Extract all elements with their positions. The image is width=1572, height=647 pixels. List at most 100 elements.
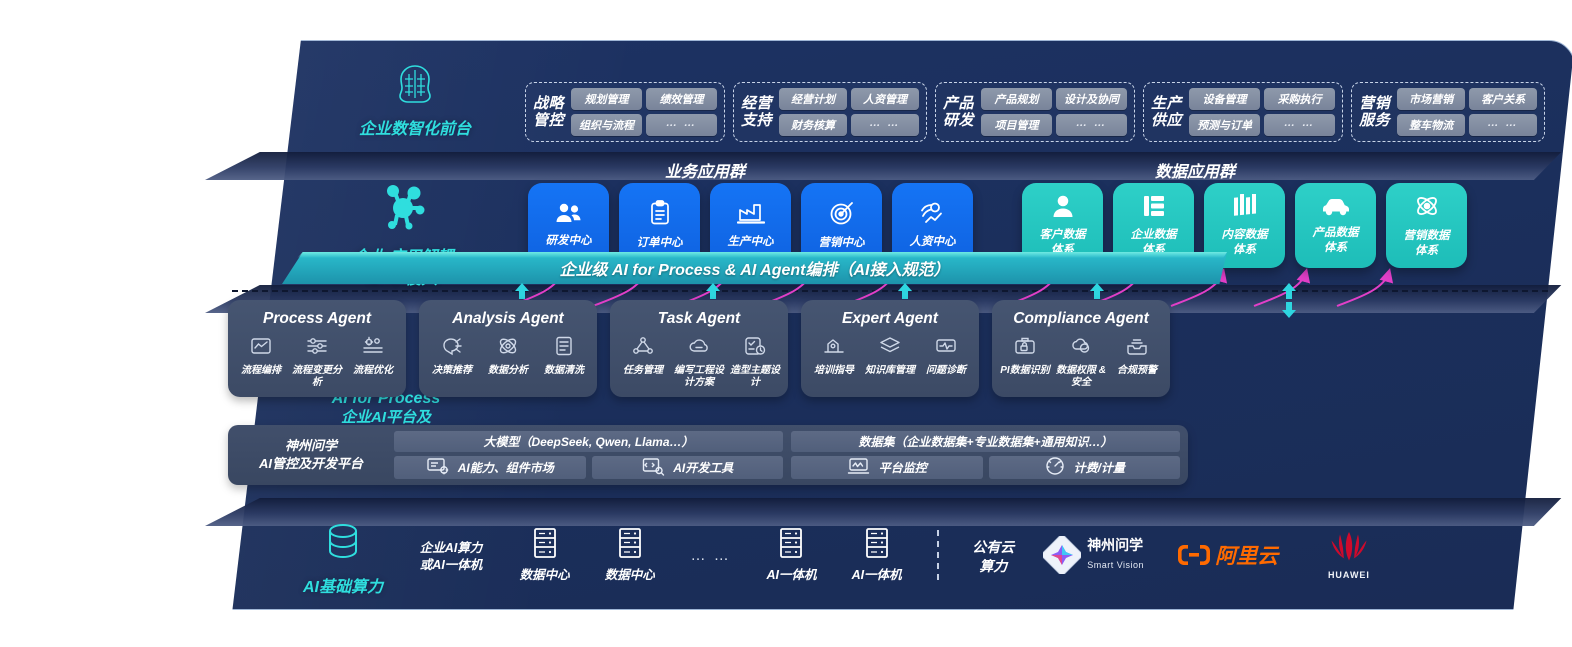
infra-ai-appliance-1[interactable]: AI一体机 [749,527,834,583]
group-chip[interactable]: 整车物流 [1397,114,1466,136]
agent-function[interactable]: 流程编排 [234,335,288,377]
infra-label: 数据中心 [519,567,570,582]
infrastructure-row: 企业AI算力 或AI一体机 数据中心 数据中心 [400,512,1400,598]
agent-function-label: PI数据识别 [1000,365,1050,376]
data-card-marketing[interactable]: 营销数据 体系 [1386,183,1467,268]
agent-function[interactable]: 问题诊断 [919,335,973,377]
infra-datacenter-2[interactable]: 数据中心 [587,527,672,583]
agent-function-label: 流程变更分析 [292,365,342,388]
clipboard-icon [649,200,671,236]
app-card-label: 营销中心 [818,237,865,250]
atom-analysis-icon [496,338,520,361]
group-card[interactable]: 经营 支持 经营计划 人资管理 财务核算 … … [733,82,928,142]
group-card[interactable]: 产品 研发 产品规划 设计及协同 项目管理 … … [935,82,1136,142]
agent-function[interactable]: 造型主题设计 [728,335,782,389]
group-chip[interactable]: 组织与流程 [571,114,643,136]
server-icon [862,527,892,563]
infra-label: 企业AI算力 或AI一体机 [419,541,483,572]
agent-card-analysis[interactable]: Analysis Agent 决策推荐 [419,300,597,397]
group-chip[interactable]: 规划管理 [571,88,643,110]
group-chip[interactable]: 产品规划 [981,88,1053,110]
agent-title: Compliance Agent [1013,310,1149,327]
agent-function[interactable]: 编写工程设计方案 [672,335,726,389]
group-chip[interactable]: 经营计划 [779,88,848,110]
app-card-label: 订单中心 [636,237,683,250]
agent-function[interactable]: 任务管理 [616,335,670,377]
agent-function[interactable]: 流程优化 [346,335,400,377]
huawei-flower-icon [1331,532,1367,561]
people-icon [555,202,583,234]
business-apps-heading: 业务应用群 [665,164,746,181]
platform-dataset-bar[interactable]: 数据集（企业数据集+专业数据集+通用知识…） [791,431,1180,452]
gears-stack-icon [361,336,385,361]
agent-function-label: 流程编排 [241,365,281,376]
group-title: 经营 支持 [741,94,773,129]
infra-ai-appliance-2[interactable]: AI一体机 [834,527,919,583]
infra-enterprise-compute: 企业AI算力 或AI一体机 [400,537,502,573]
agent-function[interactable]: 数据权限 & 安全 [1054,335,1108,389]
id-lock-icon [1013,337,1037,361]
group-chip-more[interactable]: … … [1056,114,1128,136]
agent-function[interactable]: 数据清洗 [537,335,591,377]
data-card-product[interactable]: 产品数据 体系 [1295,183,1376,268]
agent-card-process[interactable]: Process Agent 流程编排 流程变更分析 [228,300,406,397]
group-chip[interactable]: 预测与订单 [1189,114,1261,136]
network-icon [631,337,655,361]
platform-cell-ai-market[interactable]: AI能力、组件市场 [394,456,586,479]
server-icon [530,527,560,563]
group-chip-more[interactable]: … … [646,114,718,136]
infra-datacenter-1[interactable]: 数据中心 [502,527,587,583]
target-icon [829,200,855,236]
logo-text: 阿里云 [1215,545,1279,568]
agent-card-task[interactable]: Task Agent 任务管理 [610,300,788,397]
group-chip[interactable]: 财务核算 [779,114,848,136]
agent-function[interactable]: PI数据识别 [998,335,1052,377]
group-title: 生产 供应 [1151,94,1183,129]
data-card-label: 营销数据 体系 [1403,230,1450,257]
aliyun-mark-icon [1178,545,1211,565]
group-chip-more[interactable]: … … [1469,114,1538,136]
group-card[interactable]: 战略 管控 规划管理 绩效管理 组织与流程 … … [525,82,726,142]
layers-icon [878,337,902,361]
group-chip[interactable]: 客户关系 [1469,88,1538,110]
agent-function[interactable]: 流程变更分析 [290,335,344,389]
agent-title: Process Agent [263,310,371,327]
group-chip[interactable]: 市场营销 [1397,88,1466,110]
agent-function[interactable]: 合规预警 [1110,335,1164,377]
platform-cell-dev-tools[interactable]: AI开发工具 [591,456,783,479]
agent-function[interactable]: 数据分析 [481,335,535,377]
app-card-label: 研发中心 [545,235,592,248]
shenzhou-wenxue-logo[interactable]: 神州问学 Smart Vision [1030,536,1158,574]
market-gear-icon [426,456,450,479]
infra-label: AI一体机 [766,567,817,582]
strategy-groups-row: 战略 管控 规划管理 绩效管理 组织与流程 … … 经营 支持 经营计划 人资管… [525,82,1546,142]
group-chip[interactable]: 设计及协同 [1056,88,1128,110]
agent-function[interactable]: 决策推荐 [425,335,479,377]
group-chip-more[interactable]: … … [1264,114,1336,136]
rail-ai-compute: AI基础算力 [258,520,428,599]
training-icon [822,339,846,361]
platform-cell-monitor[interactable]: 平台监控 [791,456,983,479]
server-icon [615,527,645,563]
data-card-label: 内容数据 体系 [1221,229,1268,256]
agent-card-compliance[interactable]: Compliance Agent PI数据识别 [992,300,1170,397]
group-card[interactable]: 生产 供应 设备管理 采购执行 预测与订单 … … [1143,82,1344,142]
group-chip[interactable]: 采购执行 [1264,88,1336,110]
speech-bulb-icon [440,338,464,361]
group-chip-more[interactable]: … … [851,114,920,136]
group-chip[interactable]: 人资管理 [851,88,920,110]
agent-function[interactable]: 培训指导 [807,335,861,377]
agent-card-expert[interactable]: Expert Agent 培训指导 [801,300,979,397]
group-card[interactable]: 营销 服务 市场营销 客户关系 整车物流 … … [1351,82,1546,142]
group-chip[interactable]: 项目管理 [981,114,1053,136]
agent-function[interactable]: 知识库管理 [863,335,917,377]
group-chip[interactable]: 绩效管理 [646,88,718,110]
platform-cell-billing[interactable]: 计费/计量 [988,456,1180,479]
group-chip[interactable]: 设备管理 [1189,88,1261,110]
dev-tool-icon [641,456,665,479]
platform-models-bar[interactable]: 大模型（DeepSeek, Qwen, Llama…） [394,431,783,452]
aliyun-logo[interactable]: 阿里云 [1157,540,1297,570]
huawei-logo[interactable]: HUAWEI [1298,530,1400,580]
ai-platform-row[interactable]: 神州问学 AI管控及开发平台 大模型（DeepSeek, Qwen, Llama… [228,425,1188,485]
agent-function-label: 数据分析 [488,365,528,376]
